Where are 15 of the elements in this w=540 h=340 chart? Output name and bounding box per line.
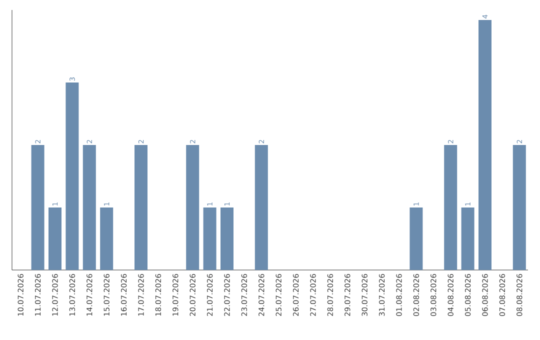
bar (461, 208, 474, 270)
bar (512, 145, 526, 270)
bar (100, 208, 114, 270)
bar (66, 82, 79, 270)
bar (31, 145, 44, 270)
bar (444, 145, 458, 270)
bar (48, 208, 62, 270)
bar (220, 208, 234, 270)
bar (134, 145, 148, 270)
bar (203, 208, 216, 270)
bar (254, 145, 268, 270)
bar (82, 145, 96, 270)
bar (410, 208, 423, 270)
bar (186, 145, 200, 270)
bar (478, 20, 492, 270)
